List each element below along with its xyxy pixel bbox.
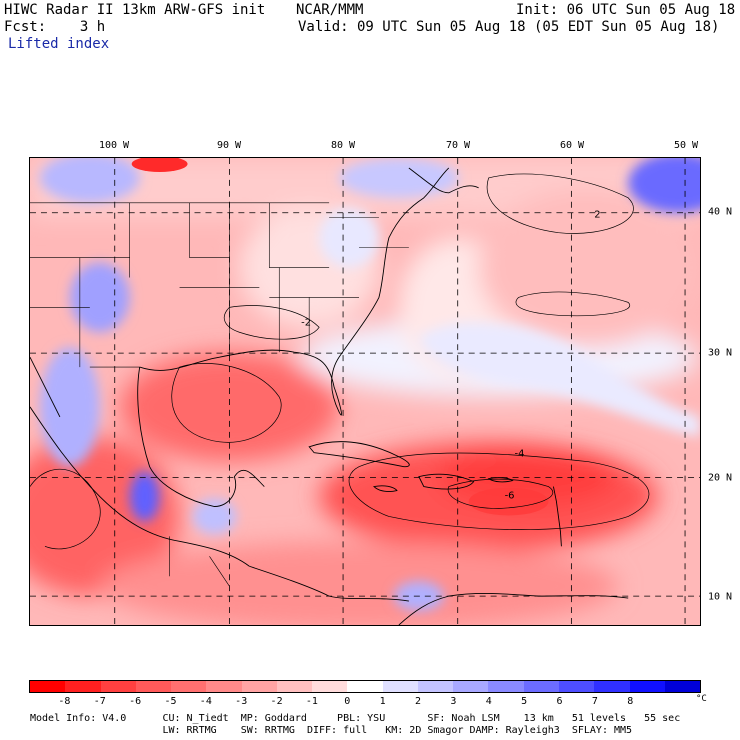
forecast-hour: Fcst: 3 h: [4, 19, 106, 35]
colorbar-cell: [488, 681, 524, 692]
colorbar-label: -2: [270, 696, 283, 707]
field-name: Lifted index: [8, 36, 110, 52]
colorbar-cell: [382, 681, 418, 692]
colorbar-label: 1: [379, 696, 386, 707]
colorbar-label: -4: [199, 696, 212, 707]
colorbar-label: -8: [58, 696, 71, 707]
colorbar-label: -7: [93, 696, 106, 707]
colorbar-label: 5: [521, 696, 528, 707]
init-time: Init: 06 UTC Sun 05 Aug 18: [516, 2, 736, 18]
colorbar-label: 4: [485, 696, 492, 707]
contour-value-labels: 2 -2 -4 -6: [301, 210, 600, 502]
colorbar-cell: [100, 681, 136, 692]
colorbar-label: 6: [556, 696, 563, 707]
agency-label: NCAR/MMM: [296, 2, 364, 18]
colorbar-cell: [312, 681, 348, 692]
colorbar-cell: [594, 681, 630, 692]
colorbar-cell: [347, 681, 383, 692]
colorbar-cell: [558, 681, 595, 692]
contour-lines: [30, 173, 650, 550]
colorbar-cell: [664, 681, 701, 692]
colorbar-label: -5: [164, 696, 177, 707]
colorbar-unit: °C: [696, 694, 707, 704]
colorbar: [29, 680, 701, 693]
colorbar-cell: [241, 681, 277, 692]
colorbar-label: -6: [129, 696, 142, 707]
colorbar-label: -1: [305, 696, 318, 707]
lat-label-20n: 20 N: [708, 472, 733, 484]
cell-north: [131, 158, 188, 172]
colorbar-cell: [523, 681, 559, 692]
lon-label-60w: 60 W: [559, 140, 585, 151]
colorbar-label: 3: [450, 696, 457, 707]
colorbar-label: 2: [415, 696, 422, 707]
colorbar-label: 7: [591, 696, 598, 707]
colorbar-cell: [30, 681, 66, 692]
colorbar-cell: [629, 681, 665, 692]
valid-time: Valid: 09 UTC Sun 05 Aug 18 (05 EDT Sun …: [298, 19, 720, 35]
model-info-line2: LW: RRTMG SW: RRTMG DIFF: full KM: 2D Sm…: [30, 725, 633, 736]
colorbar-cell: [276, 681, 313, 692]
lat-label-10n: 10 N: [708, 591, 733, 603]
contour-label-neg2: -2: [301, 317, 311, 328]
coastlines: [30, 167, 629, 625]
lat-label-30n: 30 N: [708, 347, 733, 359]
colorbar-label: 0: [344, 696, 351, 707]
colorbar-label: -3: [235, 696, 248, 707]
lifted-index-map: 2 -2 -4 -6: [29, 157, 701, 626]
colorbar-cell: [206, 681, 242, 692]
lon-label-90w: 90 W: [216, 140, 242, 151]
lat-label-40n: 40 N: [708, 206, 733, 218]
lon-label-80w: 80 W: [330, 140, 356, 151]
lon-label-50w: 50 W: [673, 140, 699, 151]
colorbar-label: 8: [627, 696, 634, 707]
contour-label-pos: 2: [594, 210, 600, 221]
contour-label-neg4: -4: [515, 449, 525, 460]
colorbar-cell: [135, 681, 172, 692]
lat-lon-grid: [30, 158, 700, 625]
colorbar-cell: [453, 681, 489, 692]
model-title: HIWC Radar II 13km ARW-GFS init: [4, 2, 266, 18]
lon-label-100w: 100 W: [98, 140, 130, 151]
contour-label-neg6: -6: [505, 491, 515, 502]
model-info-line1: Model Info: V4.0 CU: N_Tiedt MP: Goddard…: [30, 713, 681, 724]
colorbar-cell: [417, 681, 454, 692]
colorbar-cell: [65, 681, 101, 692]
colorbar-cell: [171, 681, 207, 692]
lon-label-70w: 70 W: [445, 140, 471, 151]
